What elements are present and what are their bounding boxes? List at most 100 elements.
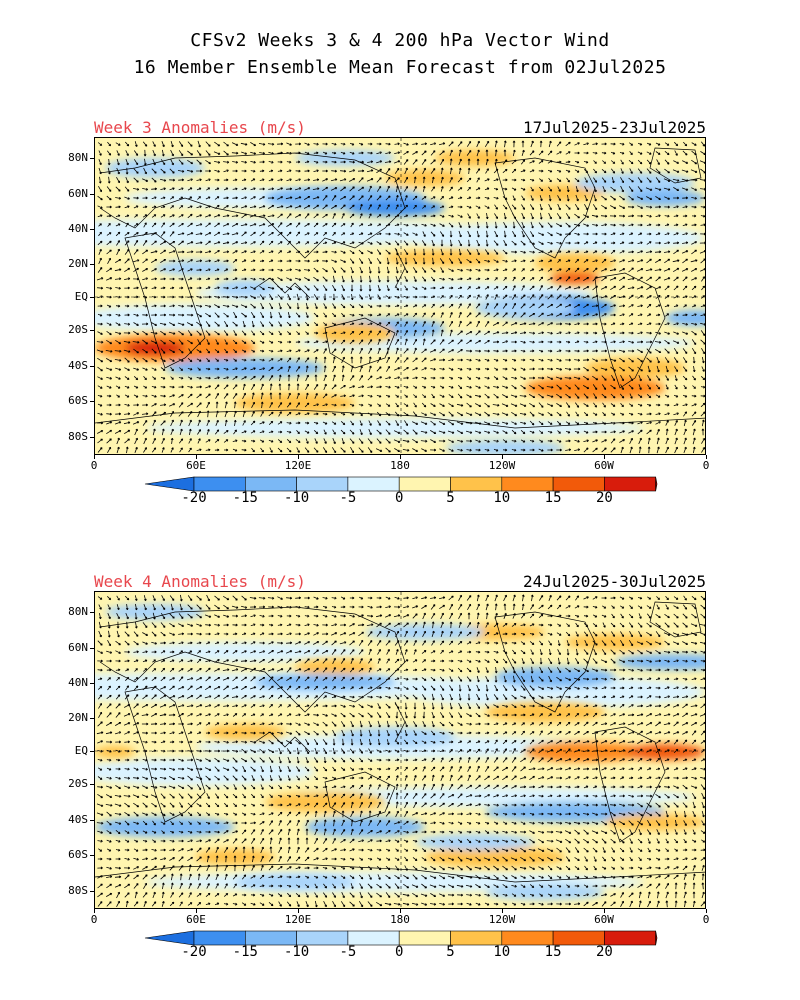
wind-arrow	[574, 713, 580, 717]
wind-arrow	[691, 142, 697, 146]
wind-arrow	[133, 159, 139, 166]
wind-arrow	[251, 349, 256, 353]
wind-arrow	[475, 196, 481, 200]
wind-arrow	[701, 276, 705, 282]
wind-arrow	[421, 596, 428, 600]
wind-arrow	[683, 595, 687, 601]
wind-arrow	[394, 367, 401, 371]
wind-arrow	[340, 223, 346, 227]
wind-arrow	[457, 367, 463, 371]
wind-arrow	[267, 596, 275, 600]
wind-arrow	[359, 275, 363, 283]
wind-arrow	[439, 277, 445, 281]
wind-arrow	[484, 249, 490, 255]
coastline-segment	[594, 272, 666, 389]
wind-arrow	[673, 187, 680, 191]
wind-arrow	[169, 385, 175, 389]
wind-arrow	[314, 356, 318, 364]
wind-arrow	[286, 259, 292, 263]
wind-arrow	[466, 631, 472, 637]
wind-arrow	[251, 383, 255, 390]
wind-arrow	[628, 322, 634, 326]
wind-arrow	[205, 240, 211, 246]
wind-arrow	[628, 403, 634, 407]
wind-arrow	[412, 668, 418, 672]
wind-arrow	[394, 668, 400, 672]
wind-arrow	[251, 410, 255, 417]
wind-arrow	[538, 169, 544, 173]
wind-arrow	[413, 630, 417, 637]
wind-arrow	[349, 695, 355, 699]
wind-arrow	[160, 420, 166, 426]
wind-arrow	[304, 402, 310, 408]
wind-arrow	[485, 693, 489, 701]
wind-arrow	[393, 439, 401, 443]
wind-arrow	[574, 393, 580, 399]
wind-arrow	[501, 412, 509, 416]
colorbar-arrow-left	[144, 476, 195, 492]
wind-arrow	[187, 150, 193, 156]
wind-arrow	[422, 640, 426, 646]
colorbar-segment	[347, 476, 400, 492]
wind-arrow	[583, 340, 589, 344]
wind-arrow	[179, 603, 183, 611]
wind-arrow	[197, 429, 201, 435]
wind-arrow	[106, 150, 112, 156]
wind-arrow	[619, 649, 625, 655]
wind-arrow	[690, 623, 698, 627]
wind-arrow	[205, 222, 211, 228]
wind-arrow	[611, 631, 615, 637]
wind-arrow	[664, 640, 670, 646]
wind-arrow	[159, 704, 167, 708]
wind-arrow	[673, 331, 680, 335]
wind-arrow	[168, 259, 176, 263]
wind-arrow	[448, 640, 454, 646]
wind-arrow	[655, 677, 661, 681]
wind-arrow	[386, 275, 390, 283]
wind-arrow	[377, 223, 382, 227]
wind-arrow	[267, 668, 275, 672]
wind-arrow	[547, 322, 554, 326]
wind-arrow	[412, 694, 418, 700]
wind-arrow	[556, 595, 562, 601]
colorbar-label: 0	[394, 490, 404, 506]
wind-arrow	[313, 151, 319, 155]
wind-arrow	[466, 650, 472, 654]
wind-arrow	[539, 195, 543, 202]
wind-arrow	[322, 340, 328, 344]
wind-arrow	[195, 241, 203, 245]
wind-arrow	[312, 196, 320, 200]
wind-arrow	[187, 650, 193, 654]
wind-arrow	[341, 284, 345, 292]
wind-arrow	[204, 614, 212, 618]
wind-arrow	[393, 430, 401, 434]
wind-arrow	[341, 437, 345, 445]
wind-arrow	[259, 421, 265, 425]
wind-arrow	[593, 648, 597, 656]
wind-arrow	[187, 196, 193, 200]
wind-arrow	[250, 286, 257, 290]
wind-arrow	[492, 412, 500, 416]
wind-arrow	[268, 187, 274, 191]
wind-arrow	[115, 196, 122, 200]
wind-arrow	[502, 650, 508, 654]
wind-arrow	[133, 267, 139, 273]
wind-arrow	[187, 376, 193, 380]
wind-arrow	[458, 320, 462, 328]
wind-arrow	[512, 666, 516, 674]
wind-arrow	[341, 676, 345, 682]
wind-arrow	[404, 204, 408, 210]
wind-arrow	[231, 142, 239, 146]
wind-arrow	[593, 168, 597, 174]
wind-arrow	[359, 429, 363, 436]
wind-arrow	[204, 695, 212, 699]
wind-arrow	[97, 385, 103, 389]
wind-arrow	[683, 304, 687, 308]
wind-arrow	[430, 376, 436, 380]
wind-arrow	[259, 677, 266, 681]
wind-arrow	[637, 223, 643, 227]
wind-arrow	[286, 286, 293, 290]
wind-arrow	[548, 594, 552, 601]
wind-arrow	[503, 212, 507, 220]
wind-arrow	[286, 421, 292, 425]
